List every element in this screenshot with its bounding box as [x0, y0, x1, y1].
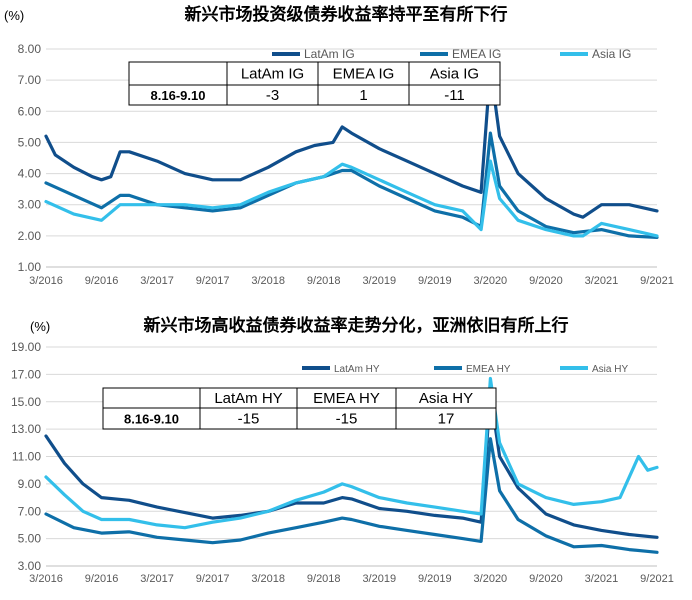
chart2-unit-label: (%) — [30, 319, 50, 334]
chart2-y-tick-label: 9.00 — [18, 477, 42, 491]
chart1-series-line-asia-ig — [44, 159, 659, 238]
chart1-table-value: 1 — [359, 87, 367, 104]
chart2-y-tick-label: 7.00 — [18, 504, 42, 518]
chart2-x-tick-label: 9/2021 — [640, 573, 674, 585]
chart2-x-tick-label: 9/2017 — [196, 573, 230, 585]
chart1-series-line-emea-ig — [44, 131, 659, 239]
chart2-series-line-latam-hy — [44, 391, 659, 539]
chart2-table-value: -15 — [336, 411, 358, 428]
chart1-series-line-latam-ig — [44, 66, 659, 219]
chart1-y-axis: 8.00 7.00 6.00 5.00 4.00 3.00 2.00 1.00 — [18, 42, 42, 274]
chart2-y-tick-label: 13.00 — [11, 422, 41, 436]
chart1-unit-label: (%) — [4, 8, 24, 23]
chart2-y-axis: 19.00 17.00 15.00 13.00 11.00 9.00 7.00 5.00 3.0… — [11, 340, 41, 573]
chart2-title: 新兴市场高收益债券收益率走势分化，亚洲依旧有所上行 — [144, 315, 569, 336]
chart1-legend-label: LatAm IG — [304, 47, 355, 61]
chart1-title: 新兴市场投资级债券收益率持平至有所下行 — [185, 4, 508, 25]
chart2-legend-label: EMEA HY — [466, 364, 511, 375]
chart1-y-tick-label: 1.00 — [18, 260, 42, 274]
chart1-x-tick-label: 3/2017 — [140, 275, 174, 287]
chart2-table-row-label: 8.16-9.10 — [124, 412, 179, 427]
chart1-x-tick-label: 9/2016 — [85, 275, 119, 287]
chart2-x-tick-label: 3/2016 — [29, 573, 63, 585]
chart1-y-tick-label: 3.00 — [18, 198, 42, 212]
chart2-series-lines — [44, 376, 659, 554]
chart1-legend: LatAm IG EMEA IG Asia IG — [272, 47, 631, 61]
chart2-summary-table: LatAm HY EMEA HY Asia HY 8.16-9.10 -15 -15 17 — [102, 387, 497, 430]
chart1-table-header: LatAm IG — [241, 66, 304, 83]
chart2-x-tick-label: 9/2020 — [529, 573, 563, 585]
chart2-x-tick-label: 3/2020 — [474, 573, 508, 585]
chart1-x-tick-label: 3/2020 — [474, 275, 508, 287]
chart2-legend: LatAm HY EMEA HY Asia HY — [302, 364, 628, 375]
chart2-x-axis: 3/2016 9/2016 3/2017 9/2017 3/2018 9/2018 3/20… — [29, 573, 674, 585]
chart2-y-tick-label: 5.00 — [18, 532, 42, 546]
chart2-table-header: LatAm HY — [214, 390, 282, 407]
chart1-series-lines — [44, 66, 659, 239]
chart1-table-frame — [128, 61, 501, 106]
chart1-legend-label: EMEA IG — [452, 47, 501, 61]
chart2-x-tick-label: 9/2016 — [85, 573, 119, 585]
chart1-y-tick-label: 8.00 — [18, 42, 42, 56]
chart1-x-tick-label: 9/2021 — [640, 275, 674, 287]
chart1-x-axis: 3/2016 9/2016 3/2017 9/2017 3/2018 9/2018 3/20… — [29, 275, 674, 287]
chart2-table-value: -15 — [238, 411, 260, 428]
chart2-x-tick-label: 3/2017 — [140, 573, 174, 585]
chart2-series-line-emea-hy — [44, 437, 659, 554]
chart2-y-tick-label: 19.00 — [11, 340, 41, 354]
chart1-y-tick-label: 2.00 — [18, 229, 42, 243]
chart1-x-tick-label: 3/2018 — [251, 275, 285, 287]
chart2-table-value: 17 — [438, 411, 455, 428]
chart1-table-header: Asia IG — [430, 66, 479, 83]
chart1-x-tick-label: 3/2016 — [29, 275, 63, 287]
chart2-table-header: EMEA HY — [313, 390, 380, 407]
chart2-y-tick-label: 17.00 — [11, 367, 41, 381]
chart2-legend-label: Asia HY — [592, 364, 628, 375]
chart1-x-tick-label: 9/2018 — [307, 275, 341, 287]
chart2-y-tick-label: 15.00 — [11, 395, 41, 409]
chart1-y-tick-label: 7.00 — [18, 73, 42, 87]
chart1-y-tick-label: 4.00 — [18, 167, 42, 181]
chart2-x-tick-label: 9/2019 — [418, 573, 452, 585]
chart2-table-header: Asia HY — [419, 390, 473, 407]
chart1-legend-label: Asia IG — [592, 47, 631, 61]
chart2-x-tick-label: 9/2018 — [307, 573, 341, 585]
chart1-x-tick-label: 3/2021 — [585, 275, 619, 287]
chart1-y-tick-label: 5.00 — [18, 135, 42, 149]
chart2-x-tick-label: 3/2021 — [585, 573, 619, 585]
chart1-summary-table: LatAm IG EMEA IG Asia IG 8.16-9.10 -3 1 -11 — [128, 61, 501, 106]
chart2-y-tick-label: 11.00 — [12, 450, 41, 464]
chart1-table-value: -11 — [444, 87, 465, 104]
chart1-y-tick-label: 6.00 — [18, 104, 42, 118]
chart1-x-tick-label: 3/2019 — [362, 275, 396, 287]
chart2-legend-label: LatAm HY — [334, 364, 380, 375]
chart2-y-tick-label: 3.00 — [18, 559, 42, 573]
chart1-table-header: EMEA IG — [333, 66, 395, 83]
chart2-x-tick-label: 3/2019 — [362, 573, 396, 585]
chart1-x-tick-label: 9/2019 — [418, 275, 452, 287]
chart1-x-tick-label: 9/2020 — [529, 275, 563, 287]
chart2-x-tick-label: 3/2018 — [251, 573, 285, 585]
chart2-series-line-asia-hy — [44, 376, 659, 530]
chart1-table-value: -3 — [266, 87, 279, 104]
chart1-table-row-label: 8.16-9.10 — [151, 88, 206, 103]
chart1-x-tick-label: 9/2017 — [196, 275, 230, 287]
